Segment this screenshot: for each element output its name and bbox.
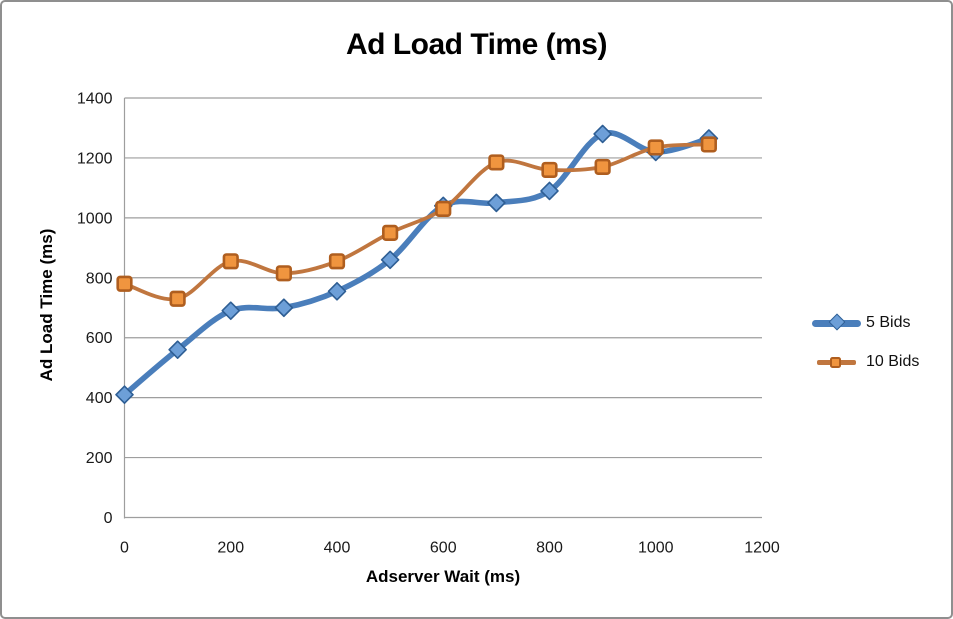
- svg-text:1400: 1400: [77, 91, 113, 108]
- chart-title: Ad Load Time (ms): [346, 28, 607, 61]
- svg-text:600: 600: [430, 540, 457, 557]
- legend-label: 5 Bids: [866, 314, 911, 331]
- legend: 5 Bids 10 Bids: [812, 312, 919, 373]
- x-axis-title: Adserver Wait (ms): [365, 567, 521, 586]
- svg-text:600: 600: [86, 330, 113, 347]
- svg-text:1000: 1000: [77, 210, 113, 227]
- svg-text:800: 800: [536, 540, 563, 557]
- svg-text:400: 400: [86, 390, 113, 407]
- svg-text:1000: 1000: [638, 540, 674, 557]
- svg-text:1200: 1200: [744, 540, 780, 557]
- svg-text:1200: 1200: [77, 150, 113, 167]
- legend-label: 10 Bids: [866, 353, 920, 370]
- legend-item-10-bids: 10 Bids: [812, 351, 919, 373]
- svg-text:800: 800: [86, 270, 113, 287]
- legend-item-5-bids: 5 Bids: [812, 312, 919, 334]
- svg-text:0: 0: [104, 510, 113, 527]
- svg-text:200: 200: [217, 540, 244, 557]
- svg-text:400: 400: [324, 540, 351, 557]
- line-diamond-swatch-icon: [812, 313, 864, 332]
- line-square-swatch-icon: [812, 353, 864, 371]
- svg-text:200: 200: [86, 450, 113, 467]
- y-axis-title: Ad Load Time (ms): [37, 228, 56, 382]
- svg-text:0: 0: [120, 540, 129, 557]
